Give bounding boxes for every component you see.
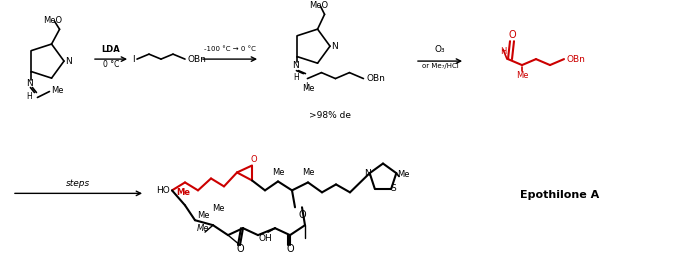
Text: Me: Me [516, 70, 528, 79]
Text: O₃: O₃ [435, 45, 445, 54]
Text: HO: HO [156, 186, 170, 195]
Text: N: N [64, 57, 71, 66]
Text: O: O [236, 244, 244, 254]
Text: Me: Me [197, 211, 209, 220]
Text: O: O [251, 155, 258, 164]
Text: MeO: MeO [43, 16, 63, 25]
Text: LDA: LDA [102, 45, 120, 54]
Text: N: N [292, 61, 299, 70]
Text: Me: Me [197, 224, 209, 233]
Text: N: N [26, 79, 33, 88]
Text: steps: steps [66, 179, 90, 188]
Text: 0 °C: 0 °C [103, 60, 119, 69]
Text: or Me₇/HCl: or Me₇/HCl [421, 63, 458, 69]
Text: I: I [132, 55, 135, 64]
Text: N: N [364, 169, 371, 178]
Text: O: O [286, 244, 294, 254]
Text: H: H [27, 92, 32, 101]
Text: Me: Me [302, 84, 315, 93]
Text: OBn: OBn [566, 55, 585, 64]
Text: S: S [391, 184, 396, 193]
Text: H: H [293, 73, 300, 82]
Text: MeO: MeO [309, 1, 329, 10]
Text: O: O [508, 30, 516, 40]
Text: OH: OH [258, 233, 272, 243]
Text: Me: Me [272, 168, 284, 177]
Text: >98% de: >98% de [309, 111, 351, 120]
Text: OBn: OBn [366, 74, 385, 83]
Text: Me: Me [302, 168, 314, 177]
Text: -100 °C → 0 °C: -100 °C → 0 °C [204, 46, 256, 52]
Text: Me: Me [51, 86, 64, 95]
Text: Me: Me [397, 170, 410, 179]
Text: Me: Me [176, 188, 190, 197]
Text: O: O [298, 210, 306, 220]
Text: OBn: OBn [188, 55, 206, 64]
Text: |: | [305, 82, 308, 89]
Text: Epothilone A: Epothilone A [520, 190, 599, 200]
Text: Me: Me [211, 204, 224, 213]
Text: N: N [330, 42, 337, 51]
Text: H: H [500, 47, 506, 56]
